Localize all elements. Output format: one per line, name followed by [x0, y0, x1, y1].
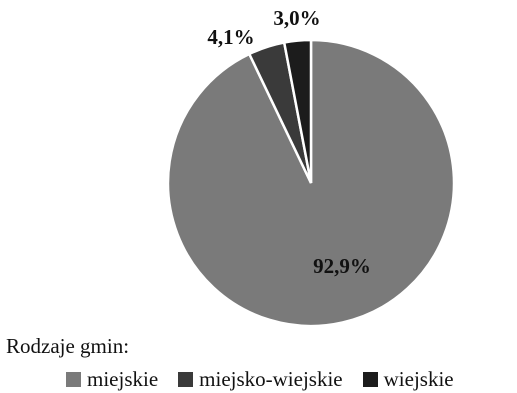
pie-slice-wiejskie: [282, 38, 313, 184]
legend-swatch: [66, 372, 81, 387]
legend-item-miejsko-wiejskie: miejsko-wiejskie: [178, 367, 343, 392]
data-label-miejskie: 92,9%: [313, 254, 371, 278]
legend-label: wiejskie: [383, 367, 454, 391]
legend-item-wiejskie: wiejskie: [362, 367, 454, 392]
data-label-wiejskie: 3,0%: [273, 6, 320, 30]
data-label-miejsko-wiejskie: 4,1%: [207, 25, 254, 49]
pie-chart: 92,9% 4,1% 3,0%: [166, 6, 456, 328]
legend-label: miejskie: [87, 367, 159, 391]
legend-title: Rodzaje gmin:: [6, 334, 130, 358]
pie-slices: [166, 38, 456, 328]
pie-data-labels: 92,9% 4,1% 3,0%: [207, 6, 371, 278]
legend-label: miejsko-wiejskie: [199, 367, 343, 391]
legend: miejskie miejsko-wiejskie wiejskie: [66, 367, 454, 392]
legend-swatch: [178, 372, 194, 387]
legend-swatch: [362, 372, 378, 387]
legend-item-miejskie: miejskie: [66, 367, 158, 392]
